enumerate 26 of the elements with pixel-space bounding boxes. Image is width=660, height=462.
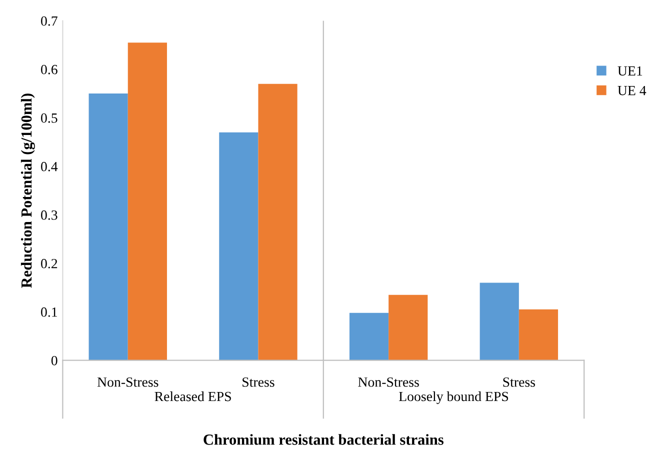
- y-tick-label: 0.1: [41, 307, 58, 317]
- text: Loosely bound EPS: [398, 391, 508, 404]
- x-tick-label: Stress: [503, 377, 536, 387]
- y-tick-label: 0.6: [41, 64, 58, 74]
- y-tick-label: 0.4: [41, 162, 58, 172]
- bar: [349, 312, 389, 360]
- bar: [128, 42, 167, 360]
- legend-label: UE1: [618, 66, 642, 76]
- y-tick-label: 0: [51, 356, 58, 366]
- x-tick-label: Stress: [242, 377, 274, 387]
- y-tick-label: 0.3: [41, 210, 58, 220]
- y-tick-label: 0.5: [41, 113, 58, 123]
- bar: [518, 309, 558, 360]
- x-tick-label: Non-Stress: [358, 377, 419, 387]
- y-axis-title: Reduction Potential (g/100ml): [20, 94, 35, 288]
- legend-label: UE 4: [618, 86, 646, 96]
- bar: [88, 94, 128, 360]
- text: Released EPS: [154, 391, 231, 402]
- y-tick-label: 0.2: [41, 258, 58, 268]
- x-tick-label: Non-Stress: [97, 377, 158, 387]
- bar: [388, 294, 428, 360]
- bar: [480, 282, 519, 360]
- bar: [219, 132, 258, 360]
- bar: [258, 84, 298, 360]
- x-axis-title: Chromium resistant bacterial strains: [204, 434, 444, 445]
- y-tick-label: 0.7: [41, 16, 58, 26]
